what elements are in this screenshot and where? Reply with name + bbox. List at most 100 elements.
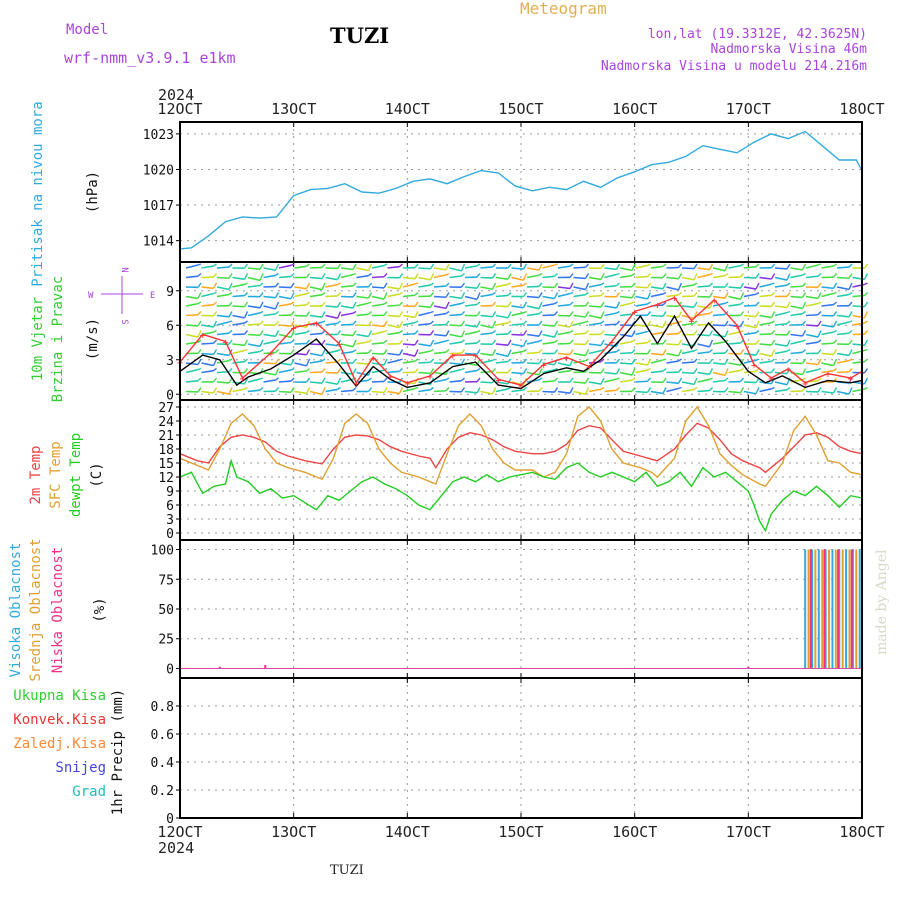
wind-barb (321, 368, 326, 373)
wind-barb (460, 263, 466, 272)
wind-barb (728, 276, 741, 279)
wind-barb (356, 295, 369, 299)
wind-barb (309, 360, 323, 364)
wind-barb (802, 310, 806, 315)
wind-barb (538, 377, 543, 381)
wind-barb (557, 292, 571, 298)
wind-barb (259, 292, 264, 298)
wind-barb (507, 330, 512, 335)
wind-barb (588, 343, 602, 347)
wind-barb (398, 301, 404, 306)
wind-barb (848, 311, 853, 318)
gust-marker: + (473, 351, 479, 362)
cloud-bar (814, 549, 817, 669)
wind-barb (383, 311, 388, 316)
wind-barb (464, 286, 478, 289)
wind-barb (836, 370, 850, 374)
wind-barb (387, 265, 400, 269)
wind-barb (697, 305, 710, 310)
wind-barb (383, 358, 388, 366)
compass-e: E (150, 291, 155, 301)
wind-barb (836, 286, 850, 291)
wind-barb (449, 275, 462, 279)
wind-barb (697, 333, 710, 337)
wind-barb (821, 352, 834, 356)
wind-barb (526, 305, 540, 310)
wind-barb (212, 339, 218, 344)
wind-barb (278, 333, 292, 339)
wind-barb (275, 339, 279, 343)
wind-barb (588, 314, 602, 319)
wind-barb (495, 294, 509, 298)
location-elevation: Nadmorska Visina 46m (710, 42, 867, 57)
wind-barb (414, 349, 419, 357)
wind-barb (666, 332, 679, 336)
cloud-bar (837, 549, 840, 669)
wind-barb (495, 283, 509, 288)
wind-barb (693, 292, 698, 297)
wind-barb (337, 386, 341, 390)
wind-barb (336, 368, 342, 374)
wind-barb (771, 358, 775, 362)
wind-barb (476, 329, 481, 333)
wind-barb (650, 314, 664, 318)
wind-barb (743, 390, 757, 395)
wind-barb (368, 272, 372, 277)
wind-barb (821, 265, 834, 269)
wind-barb (755, 273, 760, 279)
wind-barb (635, 264, 648, 269)
wind-barb (340, 343, 354, 348)
wind-barb (600, 301, 605, 308)
wind-barb (429, 301, 435, 308)
wind-barb (739, 349, 745, 355)
wind-barb (480, 314, 493, 318)
wind-barb (449, 324, 462, 327)
gust-marker: + (450, 351, 456, 362)
wind-barb (433, 312, 447, 317)
wind-barb (832, 311, 838, 317)
wind-barb (739, 377, 745, 383)
wind-barb (678, 358, 682, 362)
wind-barb (523, 348, 527, 352)
wind-barb (523, 310, 527, 314)
wind-barb (212, 377, 218, 383)
y-tick-label: 1017 (143, 199, 174, 214)
wind-barb (526, 313, 540, 317)
y-axis-unit: (m/s) (85, 318, 101, 360)
wind-barb (232, 294, 245, 298)
wind-barb (461, 367, 465, 371)
wind-barb (321, 349, 326, 357)
wind-barb (712, 295, 726, 299)
wind-barb (615, 358, 621, 364)
wind-barb (321, 387, 326, 395)
wind-barb (770, 368, 776, 373)
wind-barb (274, 282, 280, 288)
wind-barb (712, 324, 726, 327)
wind-barb (507, 292, 512, 296)
wind-barb (693, 330, 698, 336)
wind-barb (294, 265, 307, 269)
wind-barb (573, 381, 586, 384)
wind-barb (216, 293, 230, 298)
wind-barb (278, 369, 292, 374)
wind-barb (309, 343, 323, 346)
wind-barb (243, 263, 249, 269)
wind-barb (522, 273, 528, 281)
wind-barb (728, 390, 741, 394)
cloud-bar (264, 664, 267, 669)
gust-marker: + (734, 321, 740, 332)
wind-barb (759, 333, 772, 336)
wind-barb (243, 330, 249, 335)
wind-barb (356, 352, 369, 355)
wind-barb (247, 312, 261, 317)
wind-barb (433, 285, 447, 288)
y-axis-label: Visoka Oblacnost (8, 543, 24, 678)
wind-barb (491, 320, 497, 329)
wind-barb (402, 276, 416, 280)
wind-barb (600, 282, 605, 286)
wind-barb (197, 301, 202, 305)
wind-barb (336, 263, 342, 269)
wind-barb (805, 368, 819, 374)
wind-barb (863, 301, 869, 308)
y-axis-label: Srednja Oblacnost (28, 538, 44, 681)
